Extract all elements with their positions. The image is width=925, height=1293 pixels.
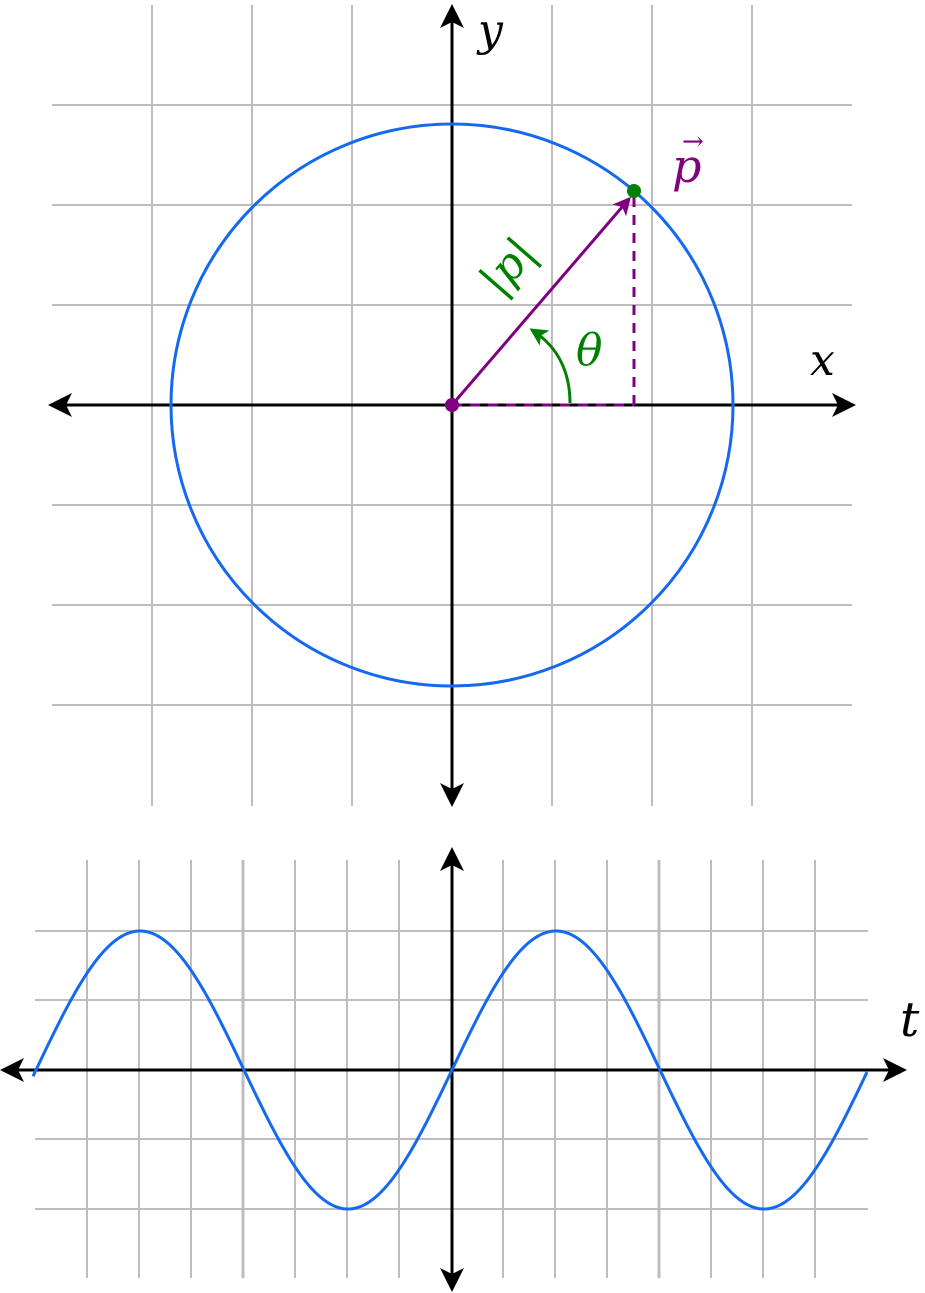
angle-arc — [529, 328, 572, 404]
magnitude-label: |p| — [470, 228, 546, 305]
vector-label: p — [672, 139, 701, 193]
circle-diagram: y x p → θ |p| — [48, 4, 856, 807]
vector-p — [450, 196, 631, 406]
vector-arrow-accent: → — [682, 127, 704, 157]
sine-wave — [31, 929, 869, 1211]
y-axis-label: y — [476, 5, 504, 56]
unit-circle — [169, 122, 735, 688]
origin-point — [445, 398, 459, 412]
angle-label: θ — [576, 325, 603, 376]
t-axis-label: t — [900, 992, 920, 1048]
wave-diagram: t — [0, 847, 920, 1292]
x-axis-label: x — [810, 335, 835, 386]
vector-tip-point — [627, 184, 641, 198]
